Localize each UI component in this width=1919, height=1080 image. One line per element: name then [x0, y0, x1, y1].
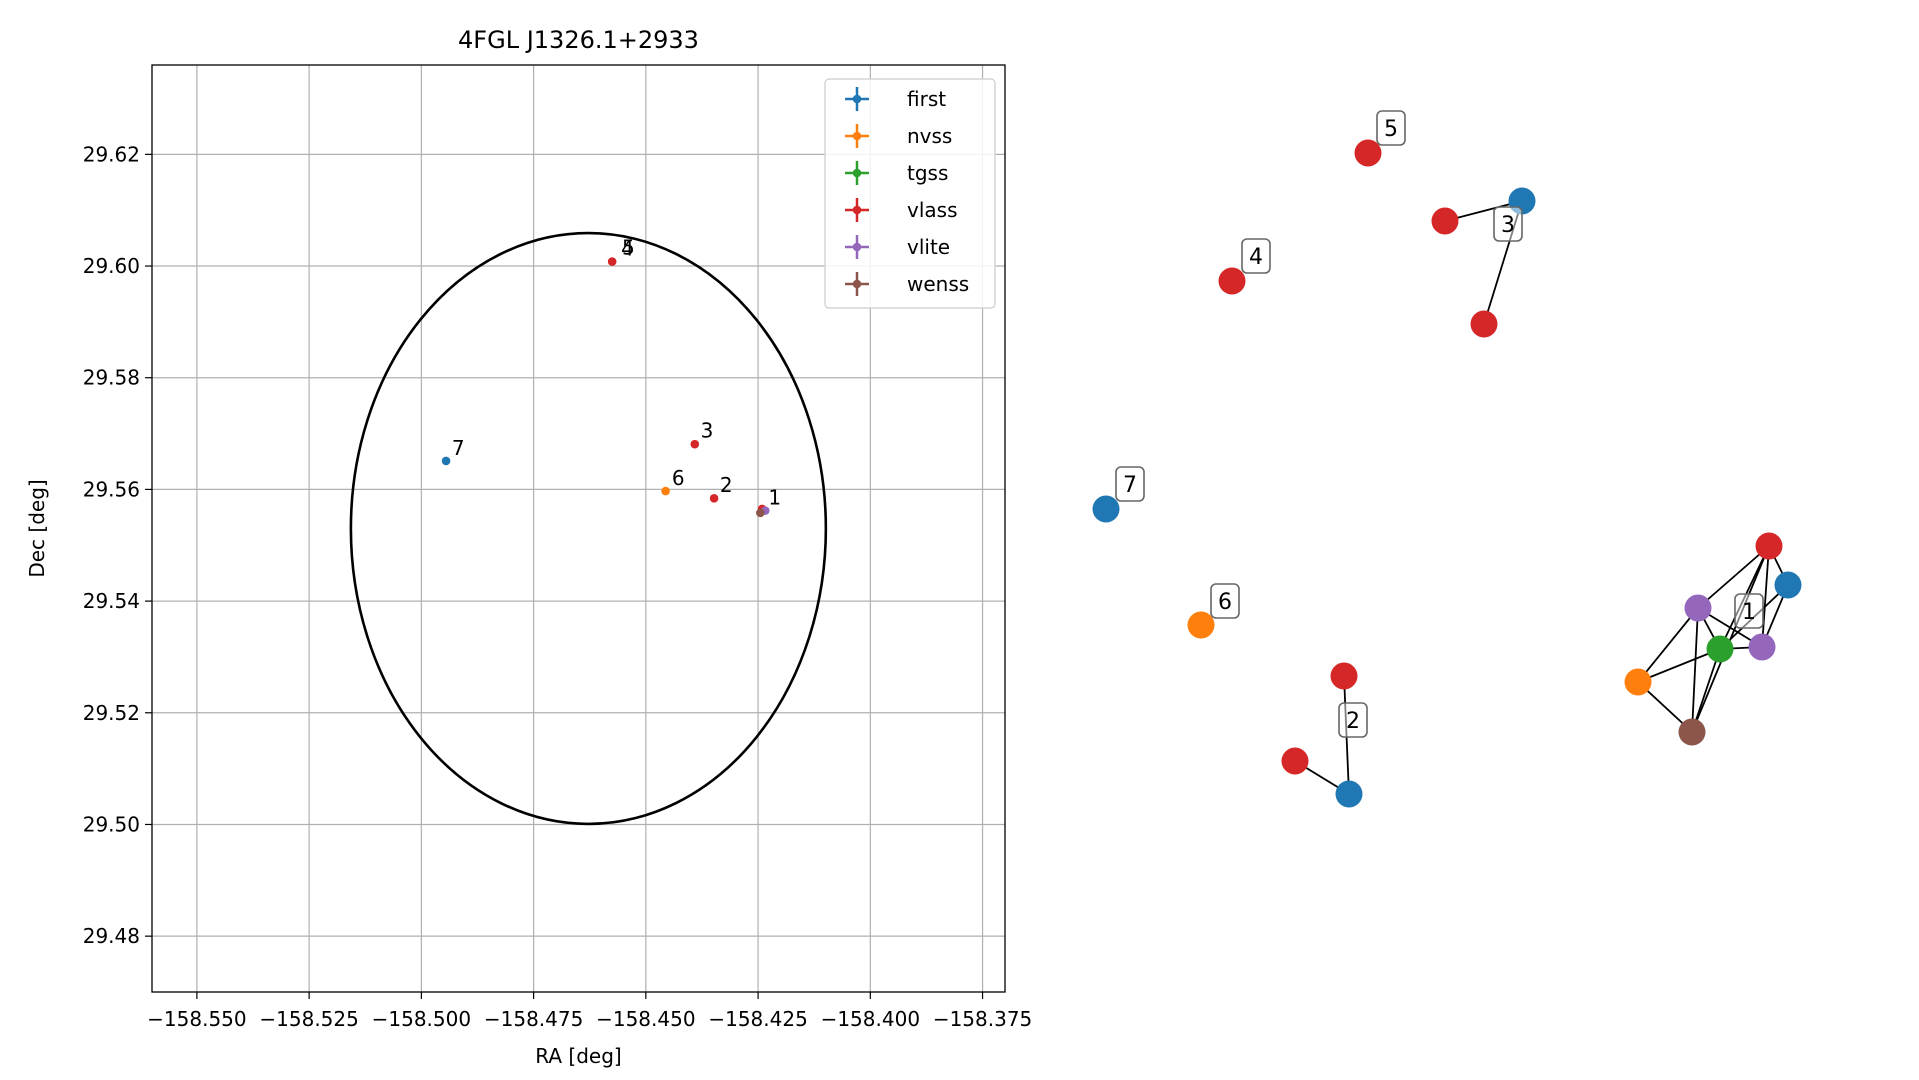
point-vlass	[710, 494, 719, 503]
group-label-text: 7	[1123, 473, 1137, 498]
y-tick-label: 29.56	[83, 477, 140, 501]
network-node-first	[1336, 781, 1363, 808]
y-tick-label: 29.48	[83, 924, 140, 948]
scatter-panel: 1 2 3 45 6 7 −158.550 −158.525 −158.500 −158.475…	[25, 26, 1032, 1068]
legend-marker-dot	[853, 206, 862, 215]
network-node-vlass	[1432, 208, 1459, 235]
group-label-text: 4	[1249, 245, 1263, 270]
group-label-text: 5	[1384, 117, 1398, 142]
y-tick-label: 29.60	[83, 254, 140, 278]
y-tick-label: 29.54	[83, 589, 140, 613]
group-label: 4	[1242, 239, 1270, 273]
group-labels-layer: 1 2 3 4 5 6 7	[1116, 111, 1763, 737]
group-label-text: 6	[1218, 590, 1232, 615]
x-tick-label: −158.475	[484, 1007, 583, 1031]
point-annotation: 1	[768, 485, 781, 509]
legend-label: tgss	[907, 161, 948, 185]
point-annotation: 6	[672, 466, 685, 490]
x-ticks: −158.550 −158.525 −158.500 −158.475 −158.450…	[147, 992, 1032, 1031]
point-annotation: 3	[701, 418, 714, 442]
point-nvss	[661, 487, 670, 496]
legend: first nvss tgss vlass vlite wenss	[825, 79, 995, 308]
network-node-vlite	[1685, 595, 1712, 622]
point-annotation: 5	[622, 235, 635, 259]
annotations-layer: 1 2 3 45 6 7	[452, 235, 781, 509]
x-tick-label: −158.550	[147, 1007, 246, 1031]
legend-marker-dot	[853, 280, 862, 289]
x-tick-label: −158.450	[596, 1007, 695, 1031]
point-annotation: 2	[720, 473, 733, 497]
legend-marker-dot	[853, 95, 862, 104]
group-label-text: 1	[1742, 600, 1756, 625]
group-label: 1	[1735, 594, 1763, 628]
group-label: 2	[1339, 703, 1367, 737]
group-label: 5	[1377, 111, 1405, 145]
y-tick-label: 29.58	[83, 366, 140, 390]
network-node-nvss	[1625, 669, 1652, 696]
legend-label: vlite	[907, 235, 950, 259]
point-annotation: 7	[452, 436, 465, 460]
y-tick-label: 29.50	[83, 812, 140, 836]
network-node-vlass	[1756, 533, 1783, 560]
edges-layer	[1295, 201, 1788, 794]
network-edge	[1692, 608, 1698, 732]
group-label: 7	[1116, 467, 1144, 501]
network-node-vlass	[1331, 663, 1358, 690]
x-tick-label: −158.425	[708, 1007, 807, 1031]
legend-marker-dot	[853, 243, 862, 252]
legend-label: first	[907, 87, 946, 111]
network-node-nvss	[1188, 612, 1215, 639]
point-vlass	[690, 440, 699, 449]
nodes-layer	[1093, 140, 1802, 808]
point-first	[442, 457, 451, 466]
y-ticks: 29.48 29.50 29.52 29.54 29.56 29.58 29.60 29.62	[83, 142, 152, 948]
group-label-text: 3	[1501, 213, 1515, 238]
x-axis-label: RA [deg]	[535, 1044, 621, 1068]
network-node-first	[1775, 572, 1802, 599]
error-circle	[351, 233, 826, 824]
y-tick-label: 29.52	[83, 701, 140, 725]
x-tick-label: −158.525	[259, 1007, 358, 1031]
network-node-tgss	[1707, 636, 1734, 663]
network-panel: 1 2 3 4 5 6 7	[1093, 111, 1802, 808]
legend-label: vlass	[907, 198, 958, 222]
legend-label: wenss	[907, 272, 969, 296]
group-label: 6	[1211, 584, 1239, 618]
network-node-wenss	[1679, 719, 1706, 746]
network-node-vlass	[1282, 748, 1309, 775]
legend-marker-dot	[853, 132, 862, 141]
y-axis-label: Dec [deg]	[25, 479, 49, 577]
x-tick-label: −158.375	[933, 1007, 1032, 1031]
x-tick-label: −158.400	[821, 1007, 920, 1031]
network-node-vlass	[1219, 268, 1246, 295]
group-label-text: 2	[1346, 709, 1360, 734]
legend-marker-dot	[853, 169, 862, 178]
group-label: 3	[1494, 207, 1522, 241]
chart-title: 4FGL J1326.1+2933	[458, 26, 699, 54]
network-node-vlass	[1471, 311, 1498, 338]
legend-label: nvss	[907, 124, 952, 148]
y-tick-label: 29.62	[83, 142, 140, 166]
error-circle-layer	[351, 233, 826, 824]
point-vlass	[608, 257, 617, 266]
network-node-first	[1093, 496, 1120, 523]
network-edge	[1638, 608, 1698, 682]
x-tick-label: −158.500	[372, 1007, 471, 1031]
network-node-vlite	[1749, 634, 1776, 661]
point-wenss	[756, 509, 765, 518]
